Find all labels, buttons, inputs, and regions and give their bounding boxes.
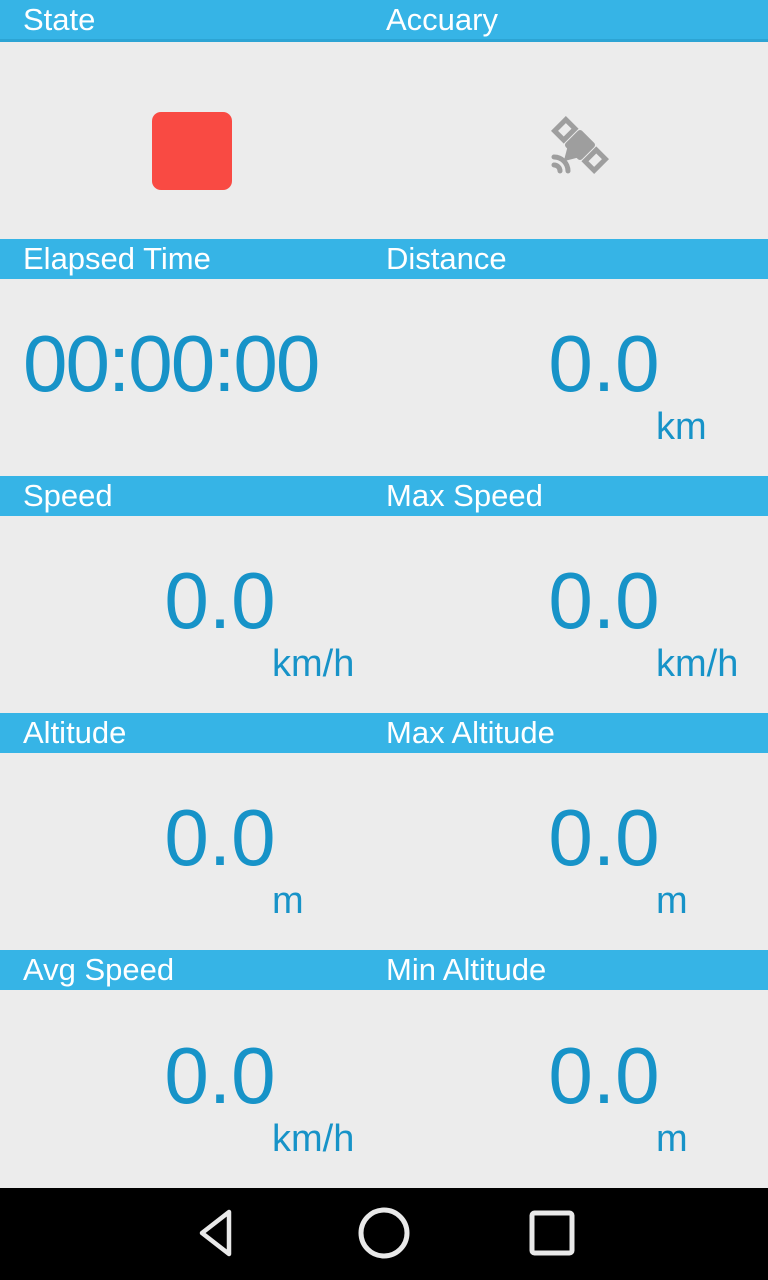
android-navigation-bar <box>0 1188 768 1280</box>
state-cell <box>0 42 384 239</box>
altitude-label: Altitude <box>23 715 127 750</box>
min-altitude-unit: m <box>656 1118 688 1160</box>
section-header-speed: Speed Max Speed <box>0 476 768 516</box>
accuracy-cell <box>384 42 768 239</box>
max-speed-cell: 0.0 km/h <box>384 516 768 713</box>
avg-speed-unit: km/h <box>272 1118 355 1160</box>
speed-unit: km/h <box>272 643 355 685</box>
section-header-state-accuracy: State Accuary <box>0 0 768 42</box>
max-altitude-unit: m <box>656 880 688 922</box>
altitude-value: 0.0 <box>164 793 276 882</box>
max-speed-unit: km/h <box>656 643 739 685</box>
state-accuracy-row <box>0 42 768 239</box>
max-altitude-cell: 0.0 m <box>384 753 768 950</box>
max-speed-label: Max Speed <box>386 478 543 513</box>
back-triangle-icon <box>193 1206 239 1263</box>
max-altitude-value: 0.0 <box>548 793 660 882</box>
speed-value: 0.0 <box>164 556 276 645</box>
section-header-time-distance: Elapsed Time Distance <box>0 239 768 279</box>
time-distance-row: 00:00:00 0.0 km <box>0 279 768 476</box>
avg-speed-value: 0.0 <box>164 1031 276 1120</box>
max-speed-value: 0.0 <box>548 556 660 645</box>
avg-min-row: 0.0 km/h 0.0 m <box>0 990 768 1188</box>
min-altitude-value: 0.0 <box>548 1031 660 1120</box>
stop-square-icon[interactable] <box>152 111 232 190</box>
speed-label: Speed <box>23 478 113 513</box>
nav-recents-button[interactable] <box>524 1206 580 1262</box>
elapsed-time-cell: 00:00:00 <box>0 279 384 476</box>
satellite-icon <box>540 113 612 190</box>
max-altitude-label: Max Altitude <box>386 715 555 750</box>
distance-unit: km <box>656 406 707 448</box>
altitude-row: 0.0 m 0.0 m <box>0 753 768 950</box>
section-header-avg-min: Avg Speed Min Altitude <box>0 950 768 990</box>
distance-label: Distance <box>386 241 507 276</box>
elapsed-time-label: Elapsed Time <box>23 241 211 276</box>
accuracy-label: Accuary <box>386 1 498 37</box>
distance-value: 0.0 <box>548 319 660 408</box>
nav-home-button[interactable] <box>356 1206 412 1262</box>
distance-cell: 0.0 km <box>384 279 768 476</box>
home-circle-icon <box>357 1206 411 1263</box>
section-header-altitude: Altitude Max Altitude <box>0 713 768 753</box>
altitude-cell: 0.0 m <box>0 753 384 950</box>
elapsed-time-unit <box>0 404 384 450</box>
speed-row: 0.0 km/h 0.0 km/h <box>0 516 768 713</box>
altitude-unit: m <box>272 880 304 922</box>
elapsed-time-value: 00:00:00 <box>23 319 320 408</box>
nav-back-button[interactable] <box>188 1206 244 1262</box>
speed-cell: 0.0 km/h <box>0 516 384 713</box>
min-altitude-cell: 0.0 m <box>384 990 768 1188</box>
min-altitude-label: Min Altitude <box>386 952 547 987</box>
avg-speed-label: Avg Speed <box>23 952 175 987</box>
recents-square-icon <box>528 1209 576 1260</box>
avg-speed-cell: 0.0 km/h <box>0 990 384 1188</box>
state-label: State <box>23 1 96 37</box>
